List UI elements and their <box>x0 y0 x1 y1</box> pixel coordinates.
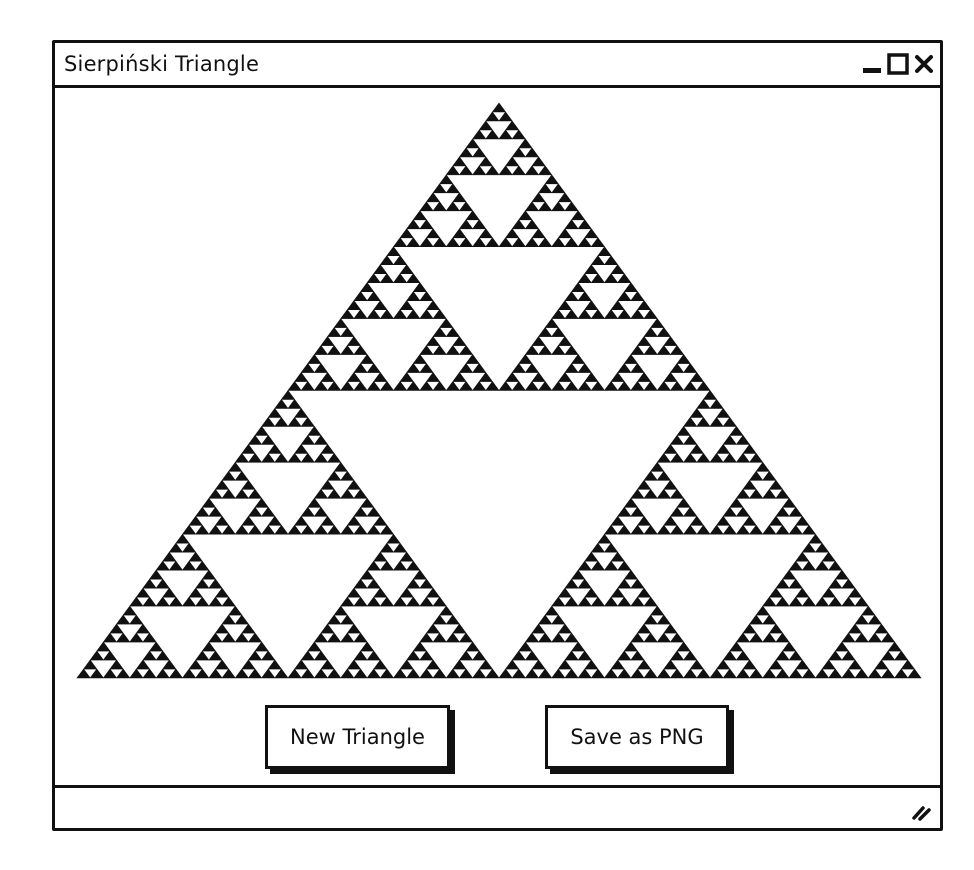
title-bar[interactable]: Sierpiński Triangle <box>55 43 940 88</box>
maximize-icon[interactable] <box>887 53 909 75</box>
new-triangle-button[interactable]: New Triangle <box>265 705 450 769</box>
save-as-png-button[interactable]: Save as PNG <box>545 705 729 769</box>
sierpinski-fractal <box>76 102 922 679</box>
minimize-icon[interactable] <box>862 53 882 75</box>
window-title: Sierpiński Triangle <box>64 52 260 76</box>
main-content: New Triangle Save as PNG <box>55 88 940 787</box>
window-controls <box>862 53 934 75</box>
close-icon[interactable] <box>914 53 934 75</box>
status-bar <box>55 785 940 828</box>
app-window: Sierpiński Triangle New Triangle Save as… <box>52 40 943 831</box>
sierpinski-canvas <box>76 102 922 679</box>
resize-grip-icon[interactable] <box>910 799 934 823</box>
